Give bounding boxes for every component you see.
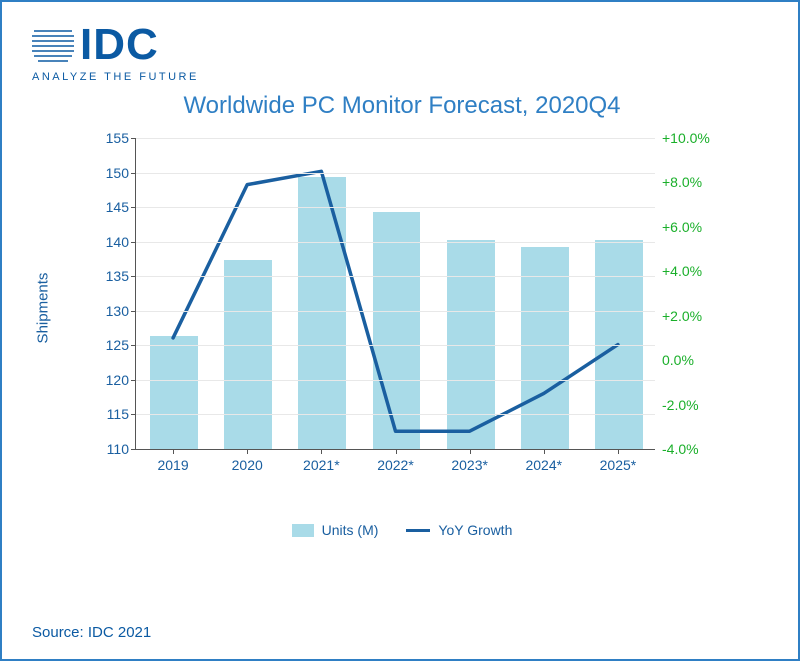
x-tick: 2025*	[600, 457, 637, 473]
y2-tick: +10.0%	[662, 130, 728, 146]
plot-area-wrap: Shipments 201920202021*2022*2023*2024*20…	[77, 138, 727, 478]
legend: Units (M) YoY Growth	[77, 522, 727, 538]
y1-tick-mark	[131, 138, 136, 139]
legend-swatch-bar	[292, 524, 314, 537]
y1-tick-mark	[131, 380, 136, 381]
globe-icon	[32, 24, 74, 66]
grid-line	[136, 414, 655, 415]
grid-line	[136, 345, 655, 346]
x-tick-mark	[396, 449, 397, 454]
chart-title: Worldwide PC Monitor Forecast, 2020Q4	[77, 92, 727, 120]
figure-frame: IDC ANALYZE THE FUTURE Worldwide PC Moni…	[0, 0, 800, 661]
y1-tick: 135	[79, 268, 129, 284]
grid-line	[136, 276, 655, 277]
x-tick: 2019	[157, 457, 188, 473]
y1-tick: 155	[79, 130, 129, 146]
x-tick-mark	[470, 449, 471, 454]
y1-tick: 120	[79, 372, 129, 388]
legend-swatch-line	[406, 529, 430, 532]
source-text: Source: IDC 2021	[32, 624, 151, 641]
legend-label-bars: Units (M)	[322, 522, 379, 538]
y1-tick-mark	[131, 242, 136, 243]
y2-tick: +2.0%	[662, 308, 728, 324]
legend-item-line: YoY Growth	[406, 522, 512, 538]
y1-tick-mark	[131, 449, 136, 450]
plot-area: 201920202021*2022*2023*2024*2025*	[135, 138, 655, 450]
y1-tick: 115	[79, 406, 129, 422]
grid-line	[136, 173, 655, 174]
y1-tick: 150	[79, 165, 129, 181]
y1-tick: 145	[79, 199, 129, 215]
x-tick-mark	[618, 449, 619, 454]
y2-tick: +8.0%	[662, 174, 728, 190]
y1-tick-mark	[131, 173, 136, 174]
y2-tick: 0.0%	[662, 352, 728, 368]
y1-tick-mark	[131, 311, 136, 312]
grid-line	[136, 138, 655, 139]
x-tick-mark	[173, 449, 174, 454]
x-tick: 2021*	[303, 457, 340, 473]
x-tick: 2024*	[525, 457, 562, 473]
grid-line	[136, 380, 655, 381]
y1-tick-mark	[131, 414, 136, 415]
legend-label-line: YoY Growth	[438, 522, 512, 538]
y2-tick: +6.0%	[662, 219, 728, 235]
y1-axis-title: Shipments	[35, 273, 52, 344]
chart: Worldwide PC Monitor Forecast, 2020Q4 Sh…	[77, 92, 727, 562]
line-series	[136, 138, 655, 449]
brand-tagline: ANALYZE THE FUTURE	[32, 71, 199, 83]
x-tick: 2020	[232, 457, 263, 473]
y2-tick: -2.0%	[662, 397, 728, 413]
grid-line	[136, 311, 655, 312]
y1-tick: 130	[79, 303, 129, 319]
y2-tick: +4.0%	[662, 263, 728, 279]
idc-logo: IDC ANALYZE THE FUTURE	[32, 20, 199, 83]
grid-line	[136, 242, 655, 243]
y1-tick-mark	[131, 276, 136, 277]
x-tick: 2023*	[451, 457, 488, 473]
x-tick-mark	[247, 449, 248, 454]
y1-tick-mark	[131, 345, 136, 346]
x-tick-mark	[544, 449, 545, 454]
x-tick-mark	[321, 449, 322, 454]
brand-name: IDC	[80, 20, 159, 70]
y1-tick: 110	[79, 441, 129, 457]
y1-tick: 140	[79, 234, 129, 250]
x-tick: 2022*	[377, 457, 414, 473]
y2-tick: -4.0%	[662, 441, 728, 457]
legend-item-bars: Units (M)	[292, 522, 379, 538]
y1-tick-mark	[131, 207, 136, 208]
y1-tick: 125	[79, 337, 129, 353]
grid-line	[136, 207, 655, 208]
